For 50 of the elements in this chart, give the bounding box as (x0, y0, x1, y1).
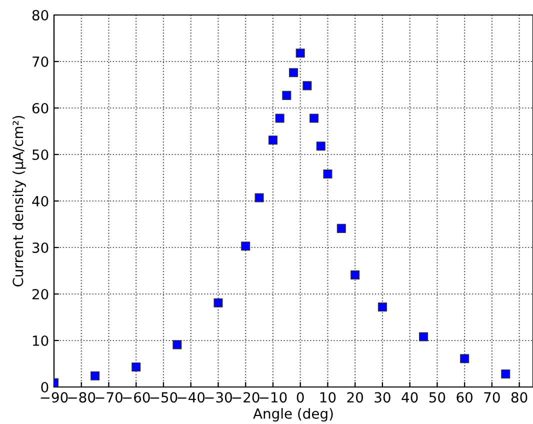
y-tick-label: 60 (32, 102, 48, 114)
x-tick-label: 60 (456, 392, 472, 403)
point (214, 298, 223, 308)
point (501, 369, 510, 378)
x-tick-label: −30 (205, 392, 232, 403)
point (310, 114, 319, 123)
y-tick-label: 0 (41, 382, 48, 392)
x-tick-label: 0 (296, 392, 304, 403)
x-tick-label: 50 (429, 392, 446, 403)
point (268, 136, 278, 145)
point (460, 354, 470, 364)
x-tick-label: −20 (232, 392, 260, 403)
point (172, 340, 182, 350)
x-tick-label: −80 (68, 392, 96, 403)
x-tick-label: 80 (511, 392, 528, 403)
x-tick-label: −70 (96, 392, 122, 403)
point (378, 302, 387, 312)
point (323, 170, 332, 179)
y-axis-title: Current density (μA/cm²) (12, 116, 26, 286)
point (336, 224, 346, 233)
x-tick-label: 70 (484, 392, 500, 403)
x-axis-title: Angle (deg) (253, 408, 333, 422)
x-tick-label: −60 (122, 392, 150, 403)
point (90, 371, 100, 380)
point (418, 332, 428, 342)
point (282, 90, 292, 100)
y-tick-label: 40 (32, 196, 48, 206)
point (302, 81, 312, 90)
y-tick-label: 10 (32, 335, 48, 346)
point (316, 142, 326, 151)
point (288, 68, 298, 78)
y-tick-label: 80 (32, 10, 48, 20)
y-tick-label: 70 (32, 56, 48, 67)
x-tick-label: 40 (402, 392, 418, 403)
y-tick-label: 50 (32, 149, 48, 160)
point (132, 362, 141, 372)
x-tick-label: 10 (320, 392, 336, 403)
x-tick-label: 20 (347, 392, 363, 403)
x-tick-label: −10 (260, 392, 287, 403)
point (275, 114, 284, 123)
point (350, 270, 360, 280)
x-tick-label: −90 (40, 392, 68, 403)
x-tick-label: −50 (150, 392, 178, 403)
y-tick-label: 20 (32, 288, 48, 300)
x-tick-label: 30 (374, 392, 390, 403)
point (296, 48, 305, 58)
point (241, 242, 250, 251)
x-tick-label: −40 (178, 392, 205, 403)
y-tick-label: 30 (32, 242, 48, 253)
point (254, 193, 264, 202)
